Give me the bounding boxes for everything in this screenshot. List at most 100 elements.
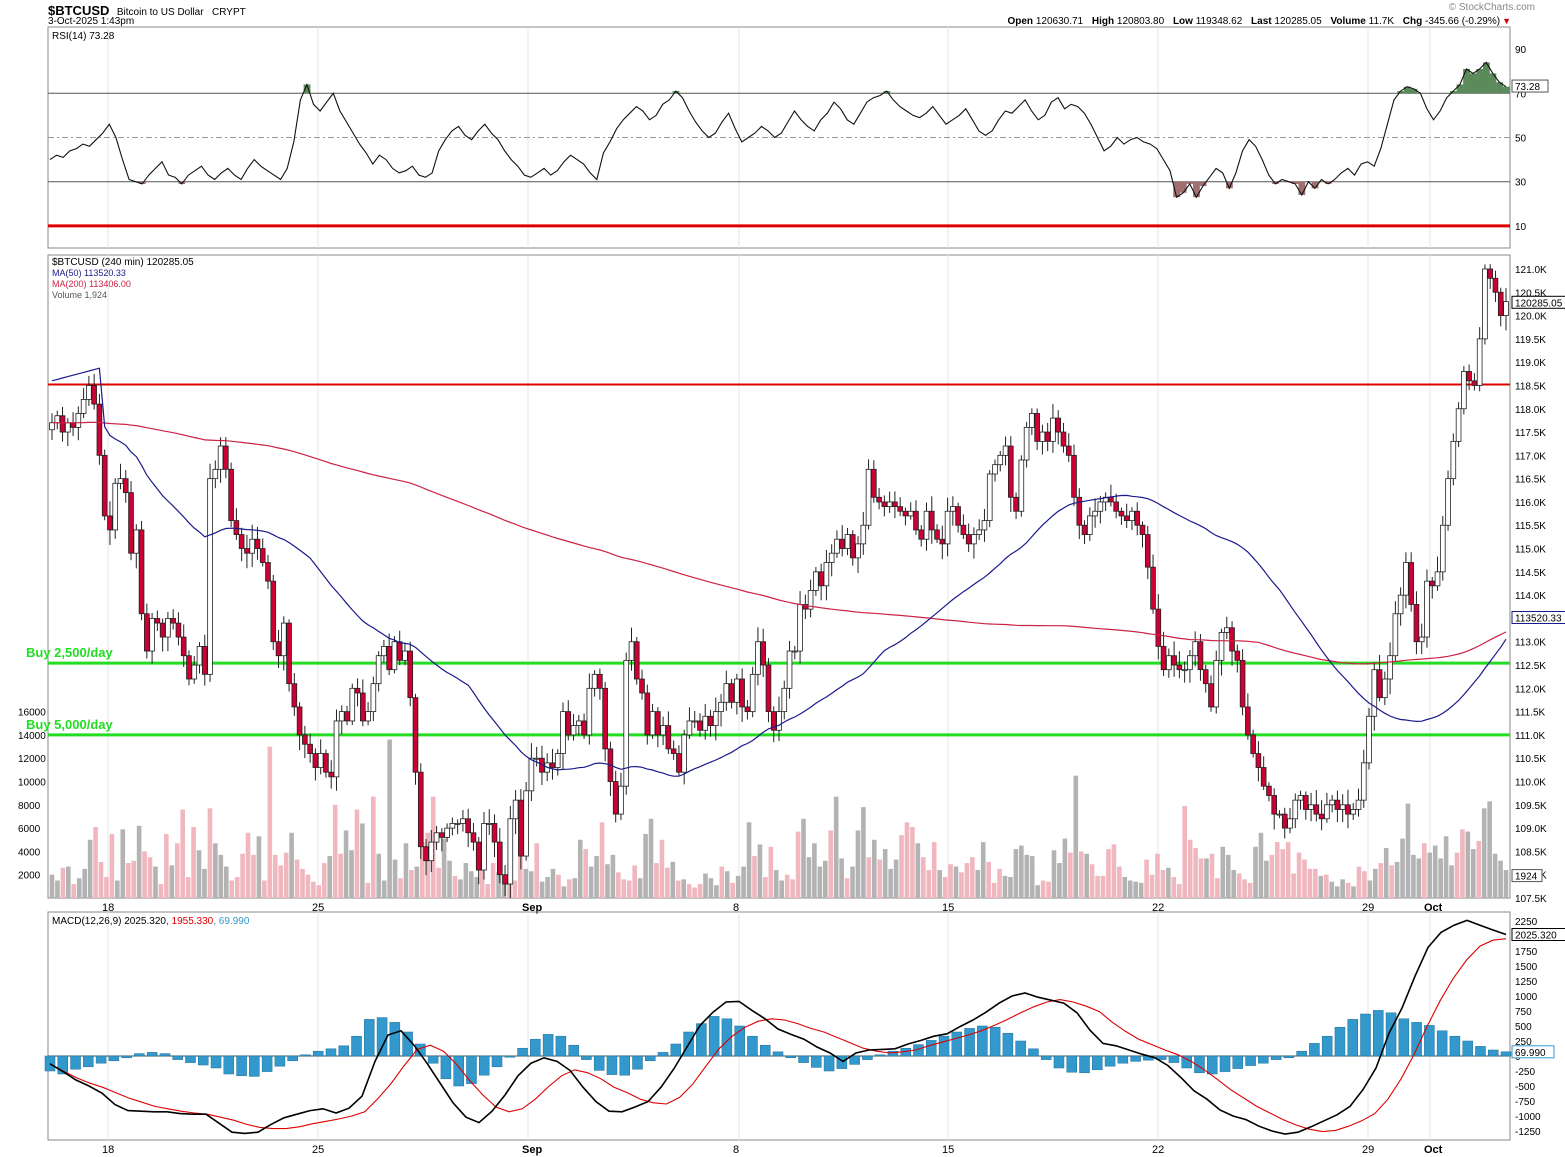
- low-value: 119348.62: [1195, 16, 1243, 27]
- volume-bar: [349, 850, 354, 898]
- price-tick-label: 108.5K: [1515, 847, 1547, 858]
- candle-body: [428, 841, 435, 862]
- macd-histogram-bar: [798, 1055, 809, 1063]
- volume-bar: [1095, 875, 1100, 898]
- candle-body: [670, 748, 677, 754]
- volume-bar: [1269, 854, 1275, 898]
- candle-body: [1150, 566, 1156, 610]
- candle-body: [1060, 431, 1067, 447]
- macd-histogram-bar: [198, 1055, 209, 1066]
- volume-bar: [1465, 831, 1471, 898]
- volume-bar: [1285, 842, 1291, 898]
- macd-histogram-bar: [606, 1055, 618, 1075]
- candle-body: [1123, 515, 1130, 521]
- candle-body: [1144, 534, 1151, 568]
- candle-body: [1187, 655, 1193, 671]
- candle-body: [233, 520, 240, 535]
- volume-bar: [1040, 880, 1046, 898]
- macd-histogram-bar: [57, 1055, 69, 1075]
- rsi-overbought-fill: [672, 91, 680, 94]
- price-tick-label: 116.0K: [1515, 498, 1546, 509]
- volume-bar: [1117, 866, 1122, 898]
- volume-bar: [605, 864, 610, 898]
- volume-bar: [479, 845, 485, 898]
- volume-bar: [316, 885, 322, 898]
- volume-bar: [970, 857, 975, 898]
- candle-body: [1129, 510, 1135, 521]
- candle-body: [444, 827, 450, 838]
- candle-body: [1461, 371, 1467, 410]
- volume-bar: [354, 809, 360, 898]
- volume-bar: [338, 853, 343, 898]
- volume-tick-label: 2000: [18, 871, 41, 882]
- candle-body: [296, 706, 303, 736]
- price-tick-label: 118.5K: [1515, 381, 1546, 392]
- volume-bar: [174, 843, 180, 898]
- macd-histogram-bar: [1066, 1055, 1078, 1073]
- price-tick-label: 111.5K: [1515, 708, 1546, 719]
- candle-body: [686, 720, 693, 736]
- volume-bar: [1008, 877, 1013, 898]
- volume-bar: [1046, 881, 1051, 898]
- volume-bar: [441, 838, 447, 898]
- macd-histogram-bar: [44, 1055, 56, 1072]
- volume-bar: [518, 853, 523, 898]
- volume-bar: [403, 843, 409, 898]
- macd-legend-part: MACD(12,26,9): [52, 916, 121, 927]
- candle-body: [581, 720, 587, 736]
- volume-bar: [1176, 884, 1182, 898]
- candle-body: [460, 818, 466, 824]
- volume-bar: [1089, 864, 1095, 898]
- macd-histogram-bar: [734, 1025, 745, 1057]
- candle-body: [286, 622, 292, 685]
- volume-bar: [76, 878, 82, 898]
- volume-bar: [844, 878, 850, 898]
- volume-bar: [1481, 808, 1487, 898]
- volume-bar: [534, 843, 539, 898]
- macd-tick-label: -250: [1515, 1067, 1535, 1078]
- volume-bar: [523, 868, 529, 898]
- candle-body: [396, 641, 403, 661]
- x-tick-label: Oct: [1424, 1144, 1443, 1156]
- candle-body: [1034, 413, 1040, 442]
- rsi-tick-label: 70: [1515, 89, 1527, 100]
- macd-histogram-bar: [249, 1055, 260, 1077]
- volume-bar: [1345, 882, 1351, 898]
- volume-bar: [1394, 861, 1400, 898]
- candle-body: [344, 711, 350, 722]
- candle-body: [265, 562, 271, 582]
- volume-bar: [746, 822, 752, 898]
- volume-bar: [1111, 844, 1117, 898]
- candle-body: [454, 823, 461, 825]
- ma200-line: [52, 421, 1507, 665]
- rsi-oversold-fill: [1199, 181, 1207, 187]
- volume-bar: [959, 872, 964, 898]
- candle-body: [354, 687, 361, 694]
- macd-histogram-bar: [1500, 1051, 1512, 1057]
- macd-histogram-bar: [223, 1055, 235, 1075]
- volume-bar: [458, 879, 463, 898]
- macd-histogram-bar: [427, 1055, 439, 1064]
- volume-bar: [997, 868, 1002, 898]
- volume-bar: [1323, 874, 1329, 898]
- rsi-oversold-fill: [1193, 181, 1200, 198]
- volume-bar: [300, 868, 305, 898]
- volume-bar: [360, 823, 365, 898]
- candle-body: [892, 501, 898, 508]
- candle-body: [797, 604, 803, 652]
- chg-label: Chg: [1402, 16, 1423, 27]
- volume-bar: [1280, 849, 1286, 898]
- panel-frame: [47, 911, 1511, 1141]
- volume-bar: [1362, 871, 1367, 898]
- candle-body: [1476, 338, 1483, 386]
- candle-body: [644, 692, 651, 736]
- macd-histogram-bar: [210, 1055, 222, 1069]
- volume-bar: [1427, 852, 1433, 898]
- candle-body: [1234, 650, 1241, 661]
- support-label: Buy 5,000/day: [26, 717, 113, 732]
- volume-bar: [822, 860, 828, 898]
- ohlc-summary: Open 120630.71 High 120803.80 Low 119348…: [1001, 16, 1511, 27]
- histogram-last-value: 69.990: [1515, 1048, 1546, 1059]
- candle-body: [402, 650, 408, 661]
